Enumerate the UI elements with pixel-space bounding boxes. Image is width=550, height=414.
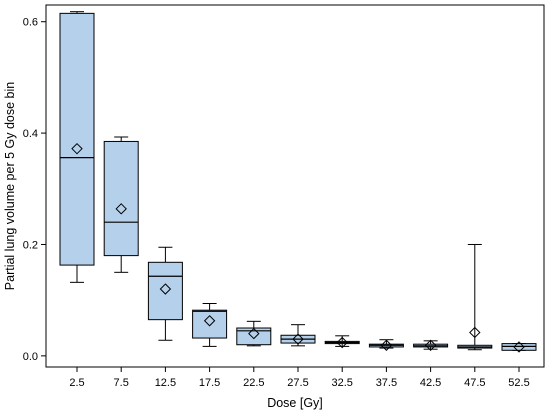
x-tick-label: 12.5 — [155, 377, 176, 389]
x-tick-label: 22.5 — [243, 377, 264, 389]
mean-marker — [292, 333, 304, 345]
mean-marker — [424, 339, 437, 351]
mean-marker — [380, 339, 393, 351]
plot-frame — [45, 4, 545, 368]
box-42.5 — [413, 339, 449, 351]
iqr-box — [147, 261, 183, 321]
mean-marker — [159, 283, 172, 295]
mean-marker — [203, 315, 216, 327]
mean-marker — [513, 341, 525, 353]
box-17.5 — [192, 303, 228, 347]
x-tick-label: 17.5 — [199, 377, 220, 389]
y-axis: 0.0 0.2 0.4 0.6 — [23, 17, 46, 363]
box-2.5 — [59, 11, 95, 283]
x-tick-label: 7.5 — [114, 377, 129, 389]
mean-marker — [469, 326, 481, 339]
box-12.5 — [147, 246, 183, 341]
box-37.5 — [368, 339, 404, 351]
y-tick-label: 0.4 — [23, 128, 38, 140]
iqr-box — [59, 12, 95, 266]
mean-marker — [248, 327, 260, 340]
x-tick-label: 42.5 — [420, 377, 441, 389]
y-tick-label: 0.0 — [23, 351, 38, 363]
y-tick-label: 0.2 — [23, 239, 38, 251]
box-47.5 — [457, 243, 493, 351]
y-axis-title: Partial lung volume per 5 Gy dose bin — [3, 82, 17, 290]
x-axis: 2.5 7.5 12.5 17.5 22.5 27.5 32.5 37.5 42.5 47.5 52… — [69, 367, 530, 389]
box-27.5 — [280, 324, 316, 347]
box-7.5 — [103, 136, 139, 273]
x-tick-label: 32.5 — [331, 377, 352, 389]
mean-marker — [71, 142, 83, 155]
y-tick-label: 0.6 — [23, 17, 38, 29]
x-axis-title: Dose [Gy] — [267, 396, 323, 410]
mean-marker — [115, 203, 127, 215]
x-tick-label: 52.5 — [508, 377, 529, 389]
x-tick-label: 27.5 — [287, 377, 308, 389]
mean-marker — [336, 336, 348, 349]
box-52.5 — [501, 341, 537, 353]
x-tick-label: 2.5 — [69, 377, 84, 389]
box-32.5 — [324, 335, 360, 349]
x-tick-label: 47.5 — [464, 377, 485, 389]
iqr-box — [192, 309, 228, 339]
boxplots — [59, 11, 537, 353]
box-22.5 — [236, 320, 272, 347]
x-tick-label: 37.5 — [376, 377, 397, 389]
iqr-box — [103, 140, 139, 257]
